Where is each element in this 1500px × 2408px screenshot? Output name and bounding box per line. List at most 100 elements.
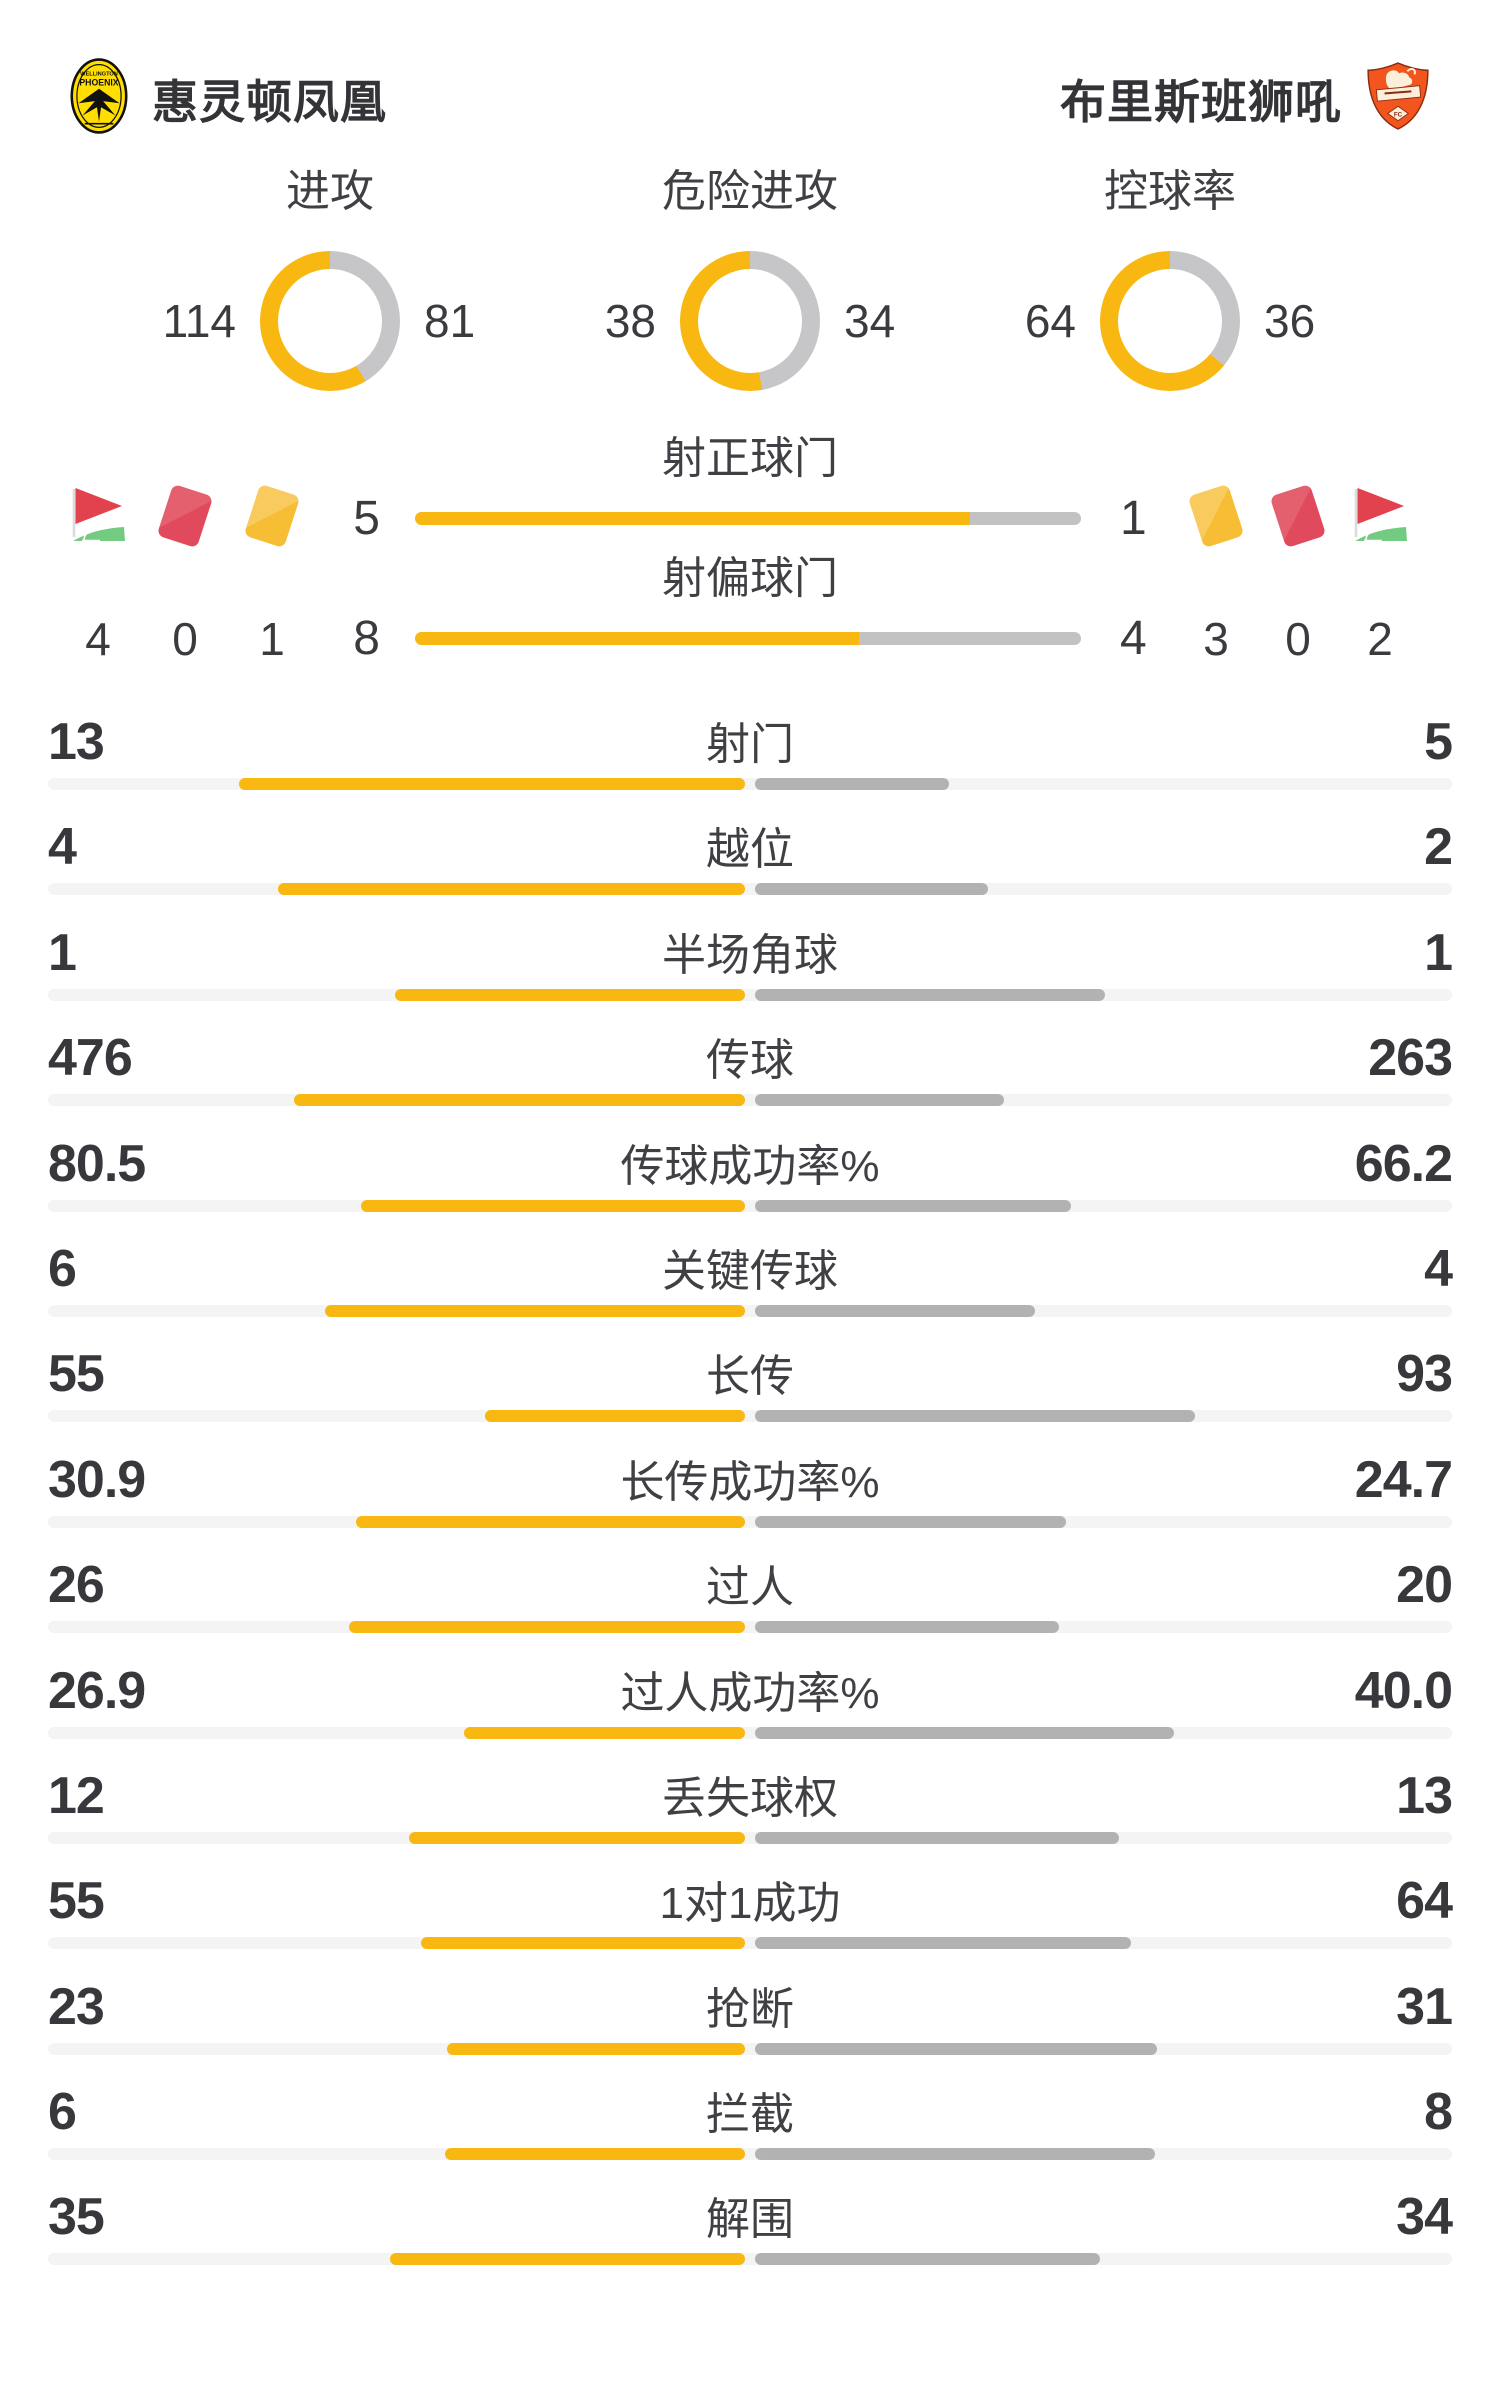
stat-row-5: 关键传球 6 4 (0, 1218, 1500, 1323)
stat-home-bar (239, 778, 745, 790)
stat-home-value: 13 (48, 713, 105, 771)
stat-away-value: 8 (1424, 2083, 1453, 2142)
stat-bar-track (48, 2253, 1452, 2266)
stat-away-value: 5 (1424, 713, 1453, 771)
donut-ring (260, 251, 400, 391)
stat-away-bar (755, 2253, 1100, 2266)
stats-list: 射门 13 5 越位 4 2 半场角球 1 1 传球 476 263 传球成功率% 80.5 66.2 关键传… (0, 691, 1500, 2272)
stat-home-value: 55 (48, 1872, 105, 1931)
home-yellow-cards-count: 1 (259, 613, 285, 665)
stat-bar-track (48, 1726, 1452, 1739)
stat-home-value: 6 (48, 2083, 77, 2142)
stat-bar-track (48, 988, 1452, 1001)
stat-label: 丢失球权 (662, 1773, 838, 1823)
stat-row-3: 传球 476 263 (0, 1007, 1500, 1112)
stat-home-value: 55 (48, 1345, 105, 1404)
stat-row-6: 长传 55 93 (0, 1323, 1500, 1428)
donut-away-value: 36 (1264, 295, 1316, 347)
stat-away-bar (755, 1726, 1174, 1739)
away-team[interactable]: 布里斯班狮吼 FC (1060, 62, 1430, 135)
red-card-icon (156, 483, 214, 549)
stat-row-8: 过人 26 20 (0, 1534, 1500, 1639)
stat-row-13: 拦截 6 8 (0, 2061, 1500, 2166)
donut-hole (698, 269, 802, 373)
stat-bar-track (48, 1831, 1452, 1844)
donut-home-value: 38 (604, 295, 656, 347)
stat-away-bar (755, 2042, 1157, 2055)
donut-label: 进攻 (286, 167, 374, 216)
stat-row-7: 长传成功率% 30.9 24.7 (0, 1429, 1500, 1534)
stat-label: 过人成功率% (620, 1668, 880, 1718)
stat-home-bar (349, 1621, 745, 1634)
stat-home-bar (390, 2253, 745, 2266)
stat-bar-track (48, 1199, 1452, 1212)
stat-row-2: 半场角球 1 1 (0, 902, 1500, 1007)
stat-away-value: 2 (1424, 818, 1453, 877)
stat-bar-track (48, 1515, 1452, 1528)
stat-away-value: 24.7 (1354, 1450, 1453, 1509)
donut-hole (1118, 269, 1222, 373)
stat-home-value: 26.9 (48, 1661, 146, 1720)
home-discipline-counts: 4 0 1 (70, 611, 300, 667)
stat-home-value: 23 (48, 1977, 105, 2036)
stat-home-value: 6 (48, 1239, 77, 1298)
stat-away-value: 13 (1396, 1766, 1453, 1825)
match-header: WELLINGTON PHOENIX 惠灵顿凤凰 布里斯班狮吼 FC (70, 58, 1430, 139)
stat-bar-track (48, 1410, 1452, 1423)
stat-label: 抢断 (706, 1984, 794, 2034)
home-corners-count: 4 (85, 613, 111, 665)
stat-label: 关键传球 (662, 1246, 838, 1296)
svg-text:WELLINGTON: WELLINGTON (80, 71, 118, 77)
stat-home-bar (445, 2148, 745, 2161)
away-discipline-icons (1187, 483, 1408, 549)
yellow-card-icon (1187, 483, 1245, 549)
shots-off-target-home-fill (415, 632, 859, 645)
donut-away-value: 81 (424, 295, 476, 347)
stat-label: 传球成功率% (620, 1141, 880, 1191)
stat-away-value: 93 (1396, 1345, 1453, 1404)
home-discipline-icons (70, 483, 301, 549)
stat-label: 1对1成功 (659, 1879, 841, 1929)
red-card-icon (1269, 483, 1327, 549)
donut-0: 进攻 114 81 (148, 169, 512, 391)
stat-home-bar (447, 2042, 745, 2055)
donut-home-value: 64 (1024, 295, 1076, 347)
away-team-name: 布里斯班狮吼 (1060, 75, 1342, 128)
stat-home-bar (421, 1937, 745, 1950)
stat-bar-track (48, 1094, 1452, 1107)
stat-home-bar (409, 1831, 745, 1844)
donut-ring (680, 251, 820, 391)
stat-row-12: 抢断 23 31 (0, 1956, 1500, 2061)
stat-home-value: 1 (48, 923, 77, 982)
stat-row-10: 丢失球权 12 13 (0, 1745, 1500, 1850)
stat-home-bar (278, 883, 745, 896)
shots-off-target-away-fill (859, 632, 1081, 645)
stat-away-value: 4 (1424, 1239, 1453, 1298)
home-team-logo-icon: WELLINGTON PHOENIX (70, 58, 128, 139)
stat-home-value: 30.9 (48, 1450, 146, 1509)
stat-home-bar (485, 1410, 745, 1423)
svg-text:PHOENIX: PHOENIX (79, 78, 118, 88)
shots-on-target-home-fill (415, 512, 970, 525)
shots-on-target-away-fill (970, 512, 1081, 525)
shots-on-target-bar (415, 512, 1081, 525)
home-team[interactable]: WELLINGTON PHOENIX 惠灵顿凤凰 (70, 58, 387, 139)
stat-home-bar (464, 1726, 745, 1739)
home-red-cards-count: 0 (172, 613, 198, 665)
stat-label: 半场角球 (662, 930, 838, 980)
stat-away-value: 40.0 (1354, 1661, 1453, 1720)
away-discipline-counts: 3 0 2 (1188, 611, 1408, 667)
corner-flag-icon (1352, 487, 1408, 545)
stat-home-bar (361, 1199, 745, 1212)
away-yellow-cards-count: 3 (1203, 613, 1229, 665)
shots-section: 射正球门 5 1 射偏球门 8 4 (0, 429, 1500, 674)
stat-away-value: 263 (1368, 1029, 1453, 1088)
stat-row-11: 1对1成功 55 64 (0, 1850, 1500, 1955)
stat-bar-track (48, 1304, 1452, 1317)
stat-label: 长传成功率% (620, 1457, 880, 1507)
stat-away-bar (755, 1410, 1195, 1423)
donut-hole (278, 269, 382, 373)
away-corners-count: 2 (1367, 613, 1393, 665)
donut-2: 控球率 64 36 (988, 169, 1352, 391)
stat-away-bar (755, 988, 1105, 1001)
